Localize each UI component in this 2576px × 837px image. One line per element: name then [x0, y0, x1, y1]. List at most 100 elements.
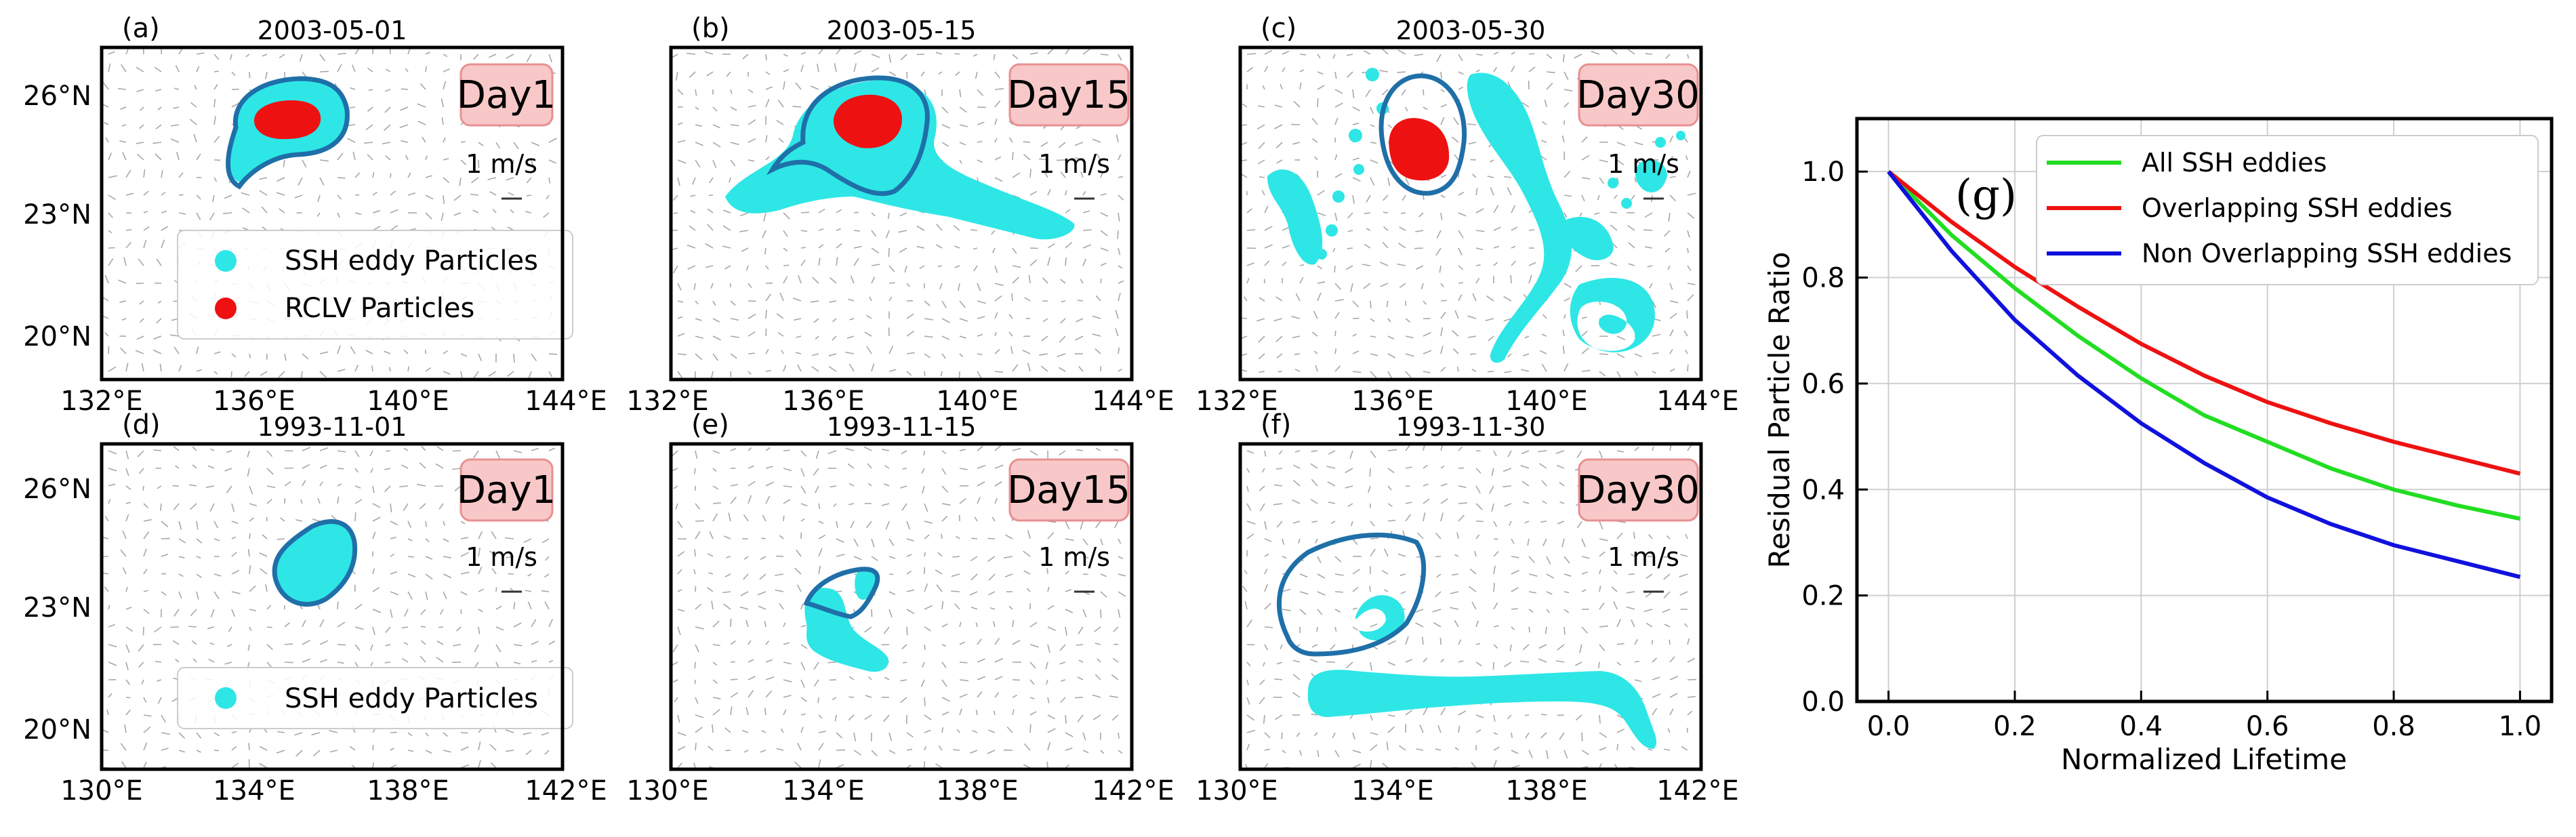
velocity-arrow: [513, 142, 519, 150]
velocity-arrow: [1669, 283, 1673, 290]
velocity-arrow: [1414, 247, 1424, 249]
velocity-arrow: [1452, 573, 1459, 576]
velocity-arrow: [472, 209, 479, 213]
velocity-arrow: [1528, 262, 1536, 266]
day-label-e: Day15: [1007, 468, 1130, 512]
velocity-arrow: [1095, 520, 1101, 529]
velocity-arrow: [783, 622, 786, 628]
velocity-arrow: [765, 369, 772, 372]
velocity-arrow: [140, 106, 144, 111]
velocity-arrow: [231, 609, 236, 617]
velocity-arrow: [941, 679, 947, 687]
y-tick-label: 26°N: [23, 474, 91, 505]
velocity-arrow: [1616, 532, 1623, 539]
velocity-arrow: [125, 485, 131, 491]
velocity-arrow: [1669, 176, 1676, 178]
velocity-arrow: [818, 742, 824, 751]
velocity-arrow: [125, 679, 131, 685]
velocity-arrow: [977, 691, 983, 698]
velocity-arrow: [941, 106, 949, 114]
velocity-arrow: [1012, 447, 1021, 451]
velocity-arrow: [706, 71, 714, 77]
velocity-arrow: [249, 626, 252, 632]
velocity-arrow: [1261, 190, 1265, 196]
velocity-arrow: [1503, 295, 1512, 302]
x-tick-label: 132°E: [60, 386, 143, 417]
velocity-arrow: [1082, 210, 1090, 213]
velocity-arrow: [1004, 573, 1013, 577]
velocity-arrow: [1687, 293, 1694, 302]
velocity-arrow: [1681, 746, 1688, 751]
velocity-arrow: [319, 659, 327, 663]
velocity-arrow: [1029, 661, 1036, 669]
velocity-arrow: [830, 485, 837, 488]
velocity-arrow: [1648, 533, 1653, 539]
velocity-arrow: [1399, 283, 1406, 289]
velocity-arrow: [104, 331, 109, 337]
velocity-arrow: [1521, 102, 1530, 108]
velocity-arrow: [1029, 621, 1038, 628]
velocity-arrow: [849, 318, 855, 321]
velocity-arrow: [505, 729, 514, 733]
velocity-arrow: [478, 548, 481, 557]
velocity-arrow: [1627, 224, 1635, 231]
velocity-arrow: [1311, 331, 1318, 337]
velocity-arrow: [317, 497, 321, 504]
velocity-arrow: [1509, 644, 1512, 651]
velocity-arrow: [1488, 485, 1494, 494]
velocity-arrow: [1057, 353, 1066, 357]
velocity-arrow: [783, 68, 790, 73]
velocity-arrow: [1542, 314, 1547, 319]
velocity-arrow: [531, 659, 537, 663]
velocity-arrow: [545, 556, 550, 561]
velocity-arrow: [761, 730, 766, 733]
velocity-arrow: [1645, 622, 1653, 628]
velocity-arrow: [1504, 371, 1512, 373]
velocity-arrow: [810, 300, 819, 303]
y-tick-label: 20°N: [23, 321, 91, 352]
velocity-arrow: [242, 207, 250, 213]
velocity-arrow: [848, 298, 855, 302]
velocity-arrow: [526, 556, 532, 562]
velocity-arrow: [1240, 335, 1248, 340]
velocity-arrow: [121, 761, 127, 769]
velocity-arrow: [139, 124, 144, 129]
velocity-arrow: [792, 298, 802, 302]
velocity-arrow: [1686, 310, 1688, 319]
velocity-arrow: [811, 353, 819, 356]
velocity-arrow: [924, 626, 931, 632]
velocity-arrow: [1599, 569, 1601, 575]
series-line-overlapping-ssh-eddies: [1887, 169, 2521, 476]
velocity-arrow: [888, 247, 890, 258]
velocity-arrow: [407, 732, 413, 737]
velocity-arrow: [525, 750, 532, 756]
velocity-arrow: [249, 609, 257, 611]
velocity-arrow: [1561, 136, 1565, 143]
velocity-arrow: [1040, 365, 1048, 372]
map-frame-e: [669, 442, 1134, 771]
velocity-arrow: [941, 515, 948, 522]
x-tick-label: 0.0: [1867, 711, 1910, 742]
velocity-arrow: [993, 54, 996, 60]
velocity-arrow: [783, 709, 787, 716]
velocity-arrow: [796, 549, 802, 557]
velocity-arrow: [196, 153, 201, 161]
velocity-arrow: [748, 313, 756, 319]
velocity-arrow: [1310, 463, 1318, 469]
velocity-arrow: [1669, 329, 1674, 337]
velocity-arrow: [867, 463, 872, 469]
velocity-arrow: [1563, 195, 1572, 197]
velocity-arrow: [1680, 554, 1688, 557]
velocity-arrow: [776, 313, 784, 319]
velocity-arrow: [975, 71, 978, 79]
velocity-arrow: [1475, 264, 1481, 266]
velocity-arrow: [508, 573, 514, 575]
velocity-arrow: [882, 449, 890, 451]
velocity-arrow: [1334, 348, 1337, 354]
velocity-arrow: [1074, 142, 1084, 146]
velocity-arrow: [1059, 450, 1066, 456]
velocity-arrow: [119, 347, 127, 354]
scale-label-d: 1 m/s: [466, 542, 537, 572]
velocity-arrow: [1643, 609, 1653, 613]
velocity-arrow: [994, 348, 1000, 354]
